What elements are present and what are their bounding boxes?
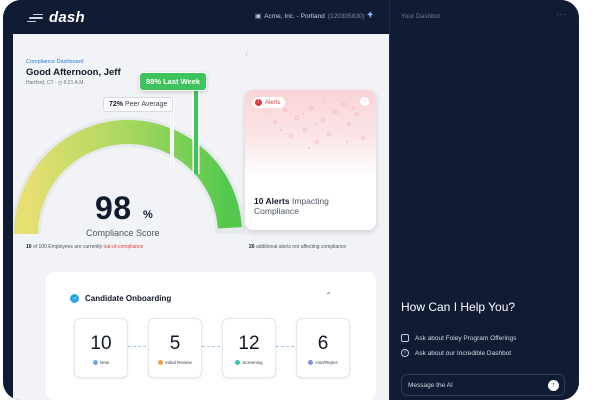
alerts-title-rest: Impacting Compliance xyxy=(254,196,329,216)
suggestion-text: Ask about our Incredible Dashbot xyxy=(415,349,512,357)
chevron-down-icon: ⌄ xyxy=(367,13,374,20)
stage-connector xyxy=(202,346,220,347)
employee-status[interactable]: out-of-compliance xyxy=(103,244,144,250)
org-selector[interactable]: ▣ Acme, Inc. - Portland (120305830) ⌄ xyxy=(255,12,374,21)
dashboard-label: Compliance Dashboard xyxy=(26,59,84,65)
dot-separator: · xyxy=(54,80,58,86)
top-bar: dash ▣ Acme, Inc. - Portland (120305830)… xyxy=(3,0,389,34)
employee-compliance-note: 10 of 100 Employees are currently out-of… xyxy=(26,244,143,250)
compliance-score-label: Compliance Score xyxy=(86,228,160,238)
alert-dots-pattern xyxy=(268,101,365,149)
stage-label-text: Hire/Reject xyxy=(315,360,338,365)
stage-initial-review[interactable]: 5 Initial Review xyxy=(148,318,202,378)
info-icon: i xyxy=(401,349,409,357)
send-arrow-up-icon[interactable]: ↑ xyxy=(548,380,559,391)
alerts-pill: ! Alerts xyxy=(252,97,286,108)
stage-dot-icon xyxy=(235,360,241,365)
location-time: Hartford, CT · ◷ 6:21 A.M. xyxy=(26,80,85,86)
logo-text: dash xyxy=(49,9,85,26)
sidebar-title: Your Dashbot xyxy=(401,13,441,20)
main-content: ‹ Compliance Dashboard Good Afternoon, J… xyxy=(13,34,389,400)
chevron-left-icon[interactable]: ‹ xyxy=(245,49,248,59)
stage-dot-icon xyxy=(158,360,164,365)
suggestion-item[interactable]: Ask about Foley Program Offerings xyxy=(401,334,516,342)
alerts-title: 10 Alerts Impacting Compliance xyxy=(254,196,364,216)
peer-label: Peer Average xyxy=(124,101,168,108)
location: Hartford, CT xyxy=(26,80,54,86)
stage-count: 5 xyxy=(169,333,181,354)
stage-label-text: Initial Review xyxy=(165,360,192,365)
compliance-score-unit: % xyxy=(143,209,153,221)
stage-label: Screening xyxy=(223,360,275,365)
stage-dot-icon xyxy=(308,360,314,365)
employee-total-text: of 100 Employees are currently xyxy=(32,244,103,250)
expand-icon[interactable]: ○ xyxy=(360,97,369,106)
suggestion-item[interactable]: i Ask about our Incredible Dashbot xyxy=(401,349,511,357)
greeting: Good Afternoon, Jeff xyxy=(26,67,121,78)
onboarding-title: Candidate Onboarding xyxy=(85,294,172,303)
ellipsis-icon[interactable]: ··· xyxy=(556,10,567,19)
compliance-gauge xyxy=(13,78,245,235)
org-name: Acme, Inc. - Portland xyxy=(264,12,325,20)
suggestion-text: Ask about Foley Program Offerings xyxy=(415,334,517,342)
alerts-note: 20 additional alerts not affecting compl… xyxy=(249,244,346,250)
alert-icon: ! xyxy=(255,99,262,106)
org-id: (120305830) xyxy=(327,12,365,20)
alerts-pill-label: Alerts xyxy=(265,99,281,106)
stage-connector xyxy=(276,346,294,347)
alerts-card[interactable]: ! Alerts ○ 10 Alerts Impacting Complianc… xyxy=(245,90,376,230)
building-icon: ▣ xyxy=(255,13,262,20)
clock-icon: ◷ xyxy=(57,80,63,86)
stage-new[interactable]: 10 New xyxy=(74,318,128,378)
app-frame: dash ▣ Acme, Inc. - Portland (120305830)… xyxy=(3,0,579,400)
time: 6:21 A.M. xyxy=(63,80,85,86)
logo[interactable]: dash xyxy=(27,9,85,26)
compliance-score-value: 98 xyxy=(95,190,132,226)
stage-label-text: Screening xyxy=(242,360,263,365)
alerts-count: 10 Alerts xyxy=(254,196,290,206)
stage-label: New xyxy=(75,360,127,365)
last-week-badge: 88% Last Week xyxy=(139,72,208,91)
message-placeholder: Message the AI xyxy=(408,382,453,389)
stage-screening[interactable]: 12 Screening xyxy=(222,318,276,378)
arrow-right-icon: → xyxy=(70,294,79,303)
stage-label: Initial Review xyxy=(149,360,201,365)
peer-value: 72% xyxy=(109,101,124,108)
stage-label-text: New xyxy=(99,360,109,365)
employee-count: 10 xyxy=(26,244,32,250)
chevron-up-icon[interactable]: ⌃ xyxy=(325,291,332,300)
sparkle-icon[interactable]: ✦ xyxy=(366,10,375,21)
book-icon xyxy=(401,334,409,342)
stage-dot-icon xyxy=(92,360,98,365)
candidate-onboarding-card: → Candidate Onboarding ⌃ 10 New 5 Initia… xyxy=(46,272,376,400)
alerts-note-count: 20 xyxy=(249,244,255,250)
dashbot-sidebar: Your Dashbot ··· How Can I Help You? Ask… xyxy=(389,0,579,400)
alerts-note-text: additional alerts not affecting complian… xyxy=(255,244,347,250)
stage-connector xyxy=(128,346,146,347)
peer-average-badge: 72% Peer Average xyxy=(103,97,174,112)
stage-count: 10 xyxy=(90,333,112,354)
help-heading: How Can I Help You? xyxy=(401,300,516,314)
gauge-fill xyxy=(14,120,242,235)
message-input[interactable]: Message the AI ↑ xyxy=(401,374,565,396)
stage-count: 6 xyxy=(317,333,329,354)
stage-label: Hire/Reject xyxy=(297,360,349,365)
stage-count: 12 xyxy=(238,333,260,354)
stage-hire-reject[interactable]: 6 Hire/Reject xyxy=(296,318,350,378)
logo-mark-icon xyxy=(27,13,43,23)
